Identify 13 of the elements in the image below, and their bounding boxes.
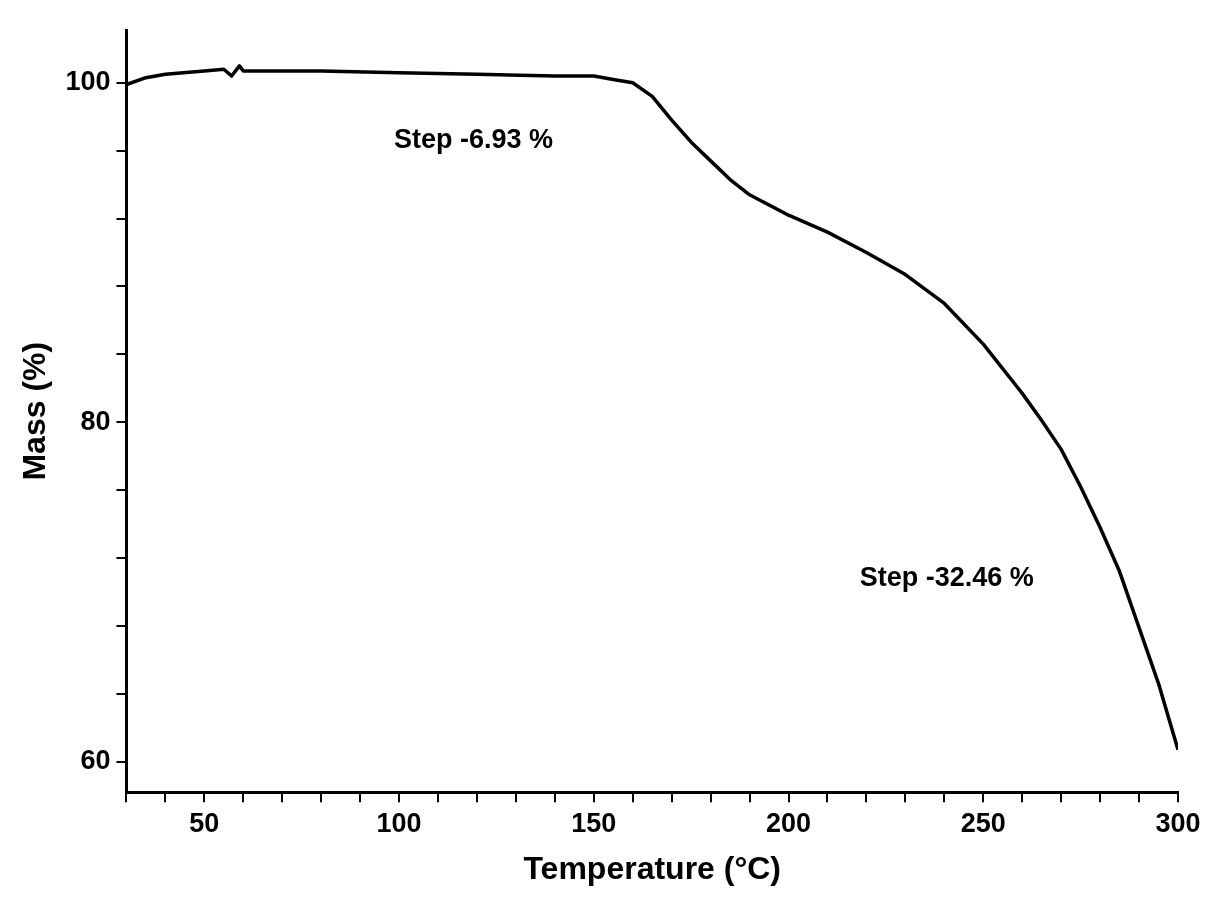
x-tick-label: 50 [189, 807, 220, 838]
x-tick-label: 200 [766, 807, 812, 838]
x-tick-label: 300 [1155, 807, 1201, 838]
y-tick-label: 100 [65, 66, 111, 97]
x-axis-title: Temperature (°C) [523, 849, 782, 886]
x-tick-label: 150 [571, 807, 617, 838]
y-tick-label: 80 [80, 405, 111, 436]
x-tick-label: 100 [376, 807, 422, 838]
annotation: Step -6.93 % [393, 124, 553, 155]
y-axis-title: Mass (%) [16, 341, 53, 481]
annotation: Step -32.46 % [859, 562, 1034, 593]
y-tick-label: 60 [80, 745, 111, 776]
x-tick-label: 250 [960, 807, 1006, 838]
